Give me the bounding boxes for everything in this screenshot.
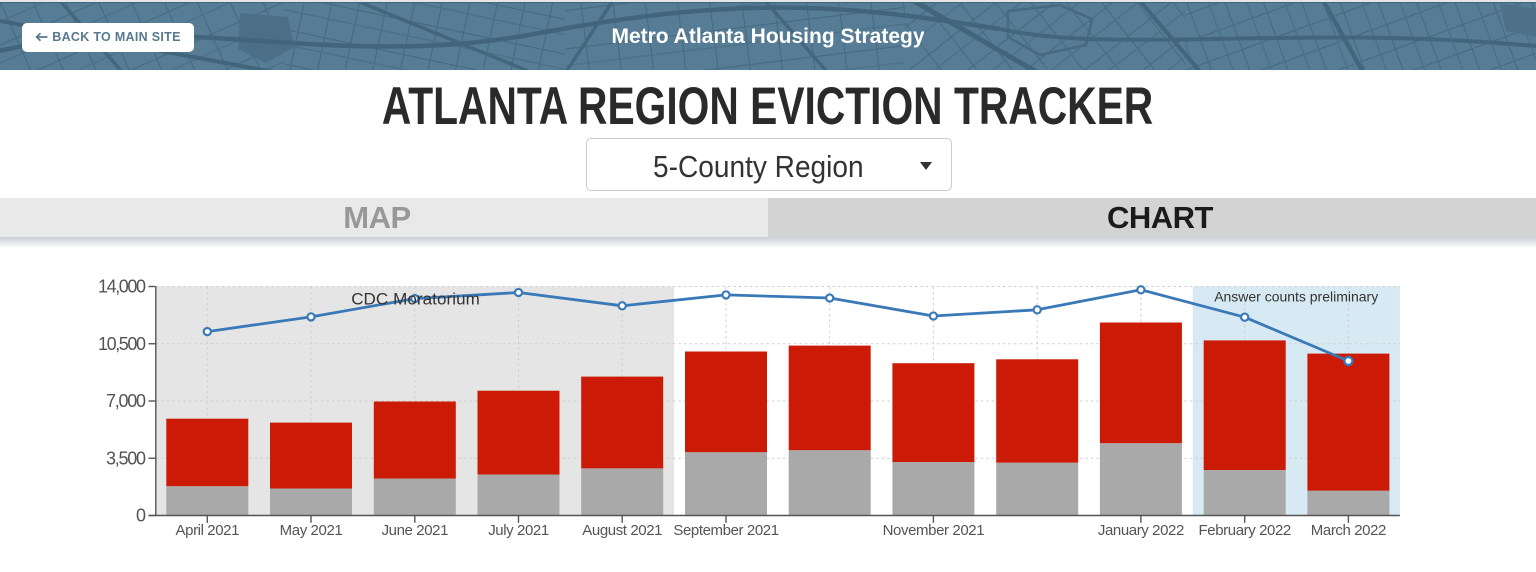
svg-text:March 2022: March 2022 [1311,522,1386,539]
svg-text:14,000: 14,000 [98,277,146,297]
svg-text:3,500: 3,500 [106,448,146,468]
svg-text:7,000: 7,000 [106,391,146,411]
svg-text:CDC Moratorium: CDC Moratorium [351,289,480,308]
svg-text:10,500: 10,500 [98,334,146,354]
svg-text:July 2021: July 2021 [488,522,549,539]
svg-text:0: 0 [136,506,146,526]
svg-text:May 2021: May 2021 [280,522,343,539]
svg-text:September 2021: September 2021 [673,522,778,539]
svg-text:November 2021: November 2021 [883,522,985,539]
svg-text:January 2022: January 2022 [1098,522,1184,539]
svg-text:February 2022: February 2022 [1199,522,1291,539]
svg-text:Answer counts preliminary: Answer counts preliminary [1214,288,1378,304]
svg-text:June 2021: June 2021 [382,522,449,539]
svg-text:April 2021: April 2021 [176,522,240,539]
svg-text:August 2021: August 2021 [582,522,662,539]
